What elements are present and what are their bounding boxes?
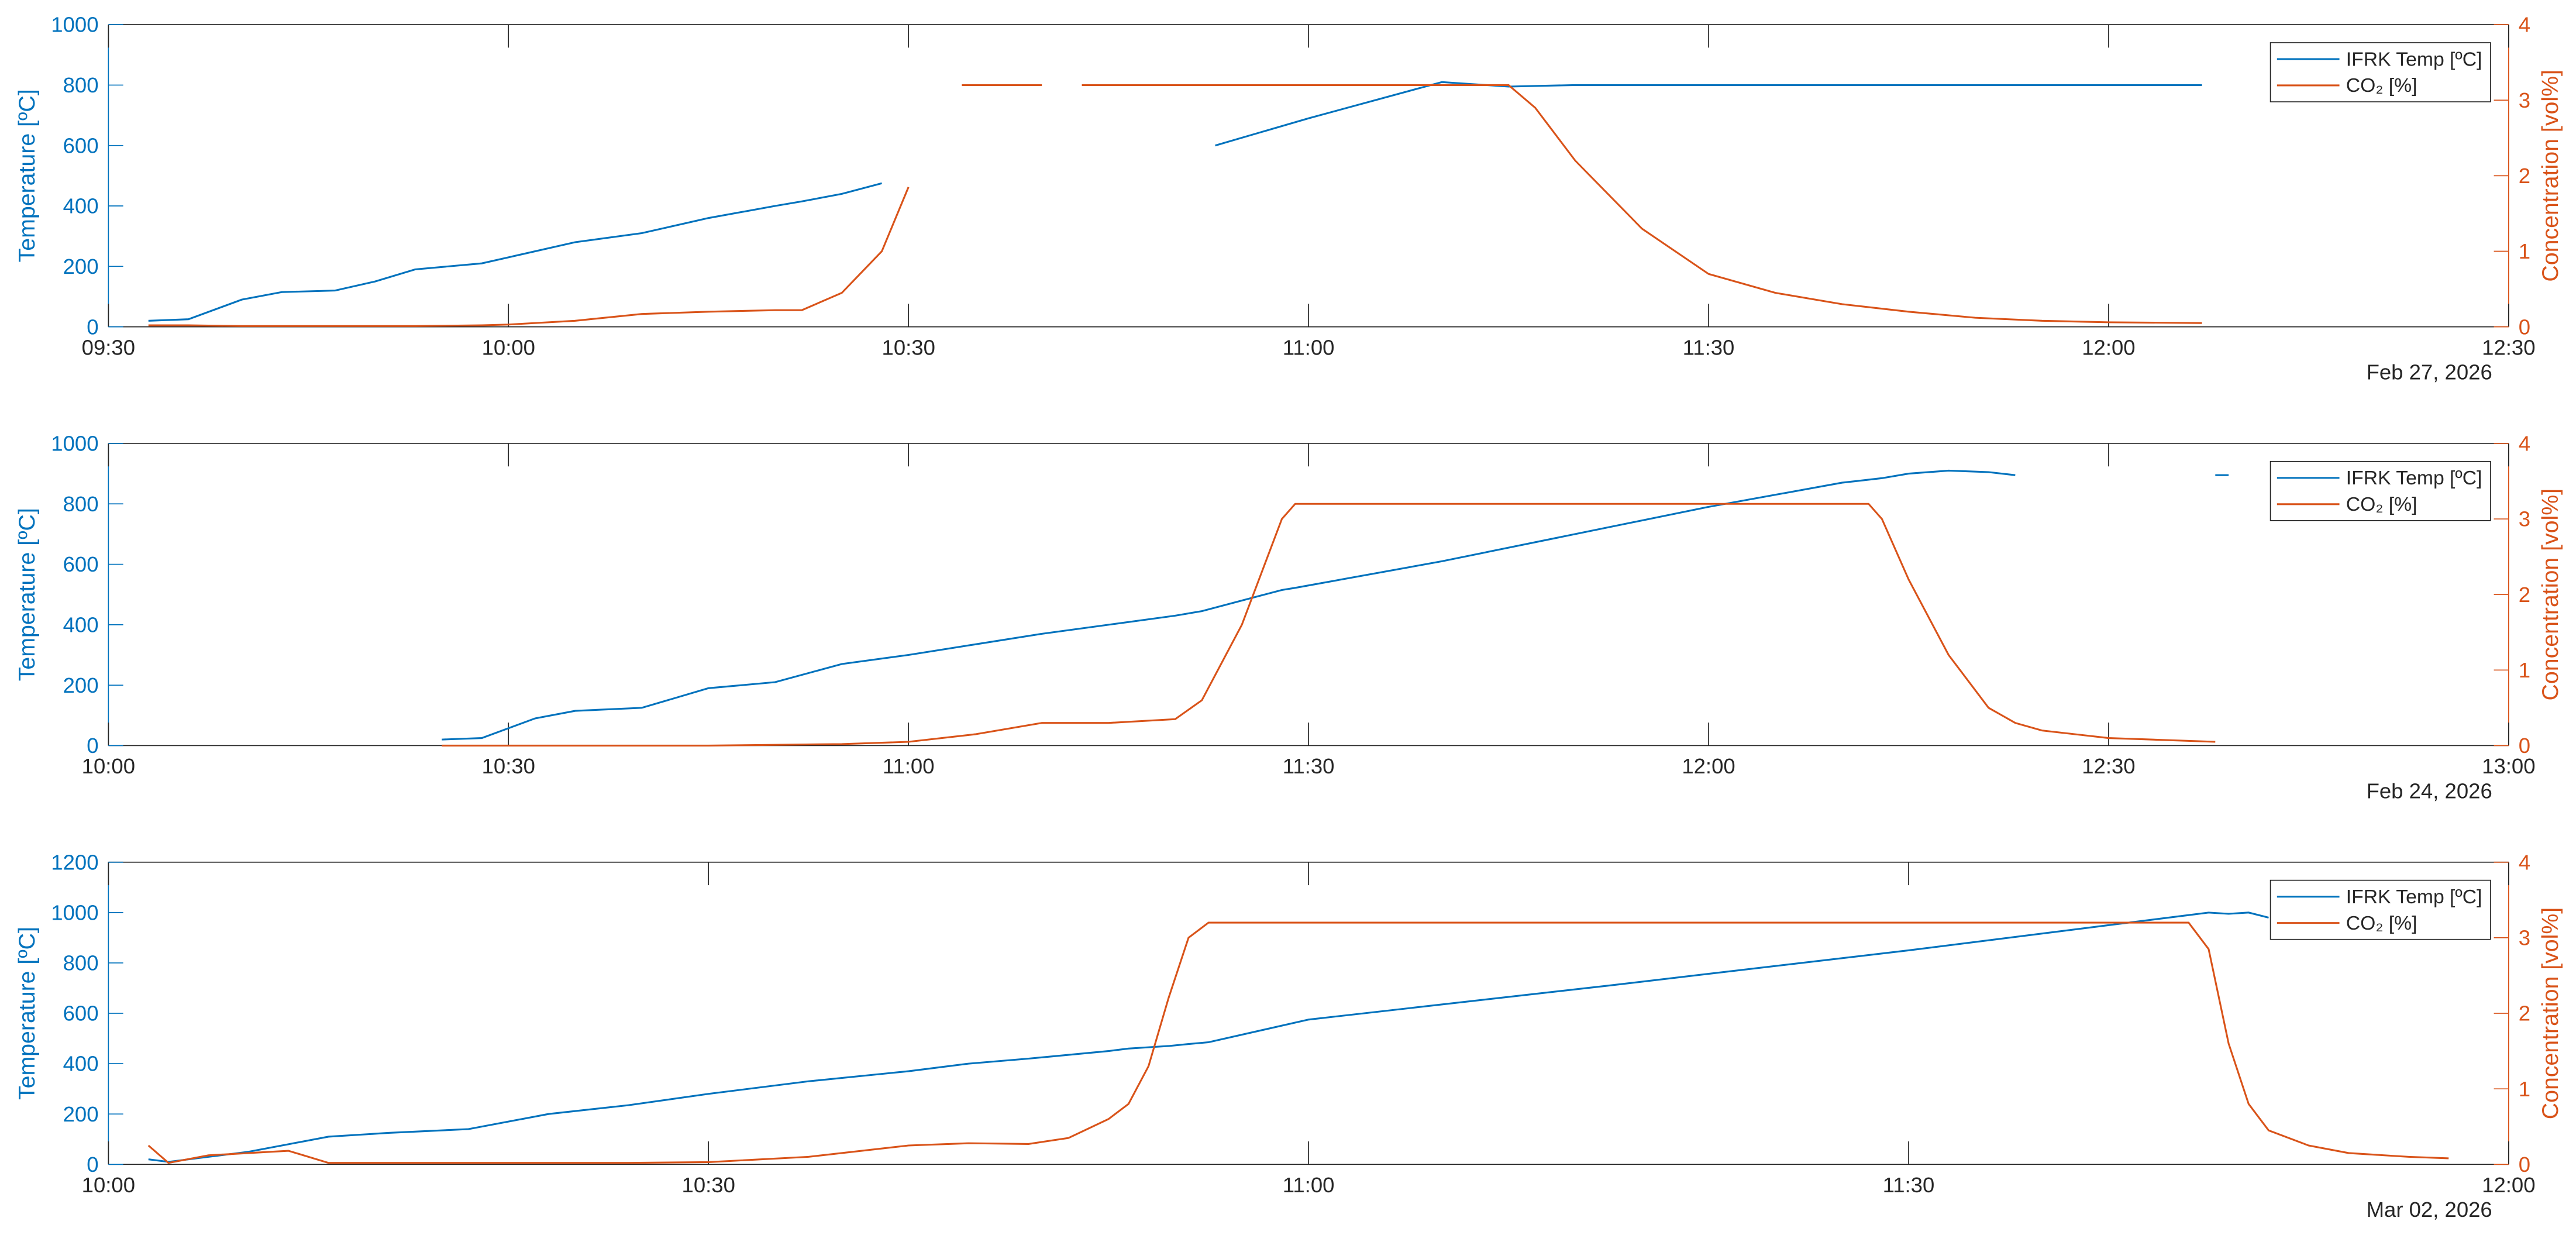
y2-tick-label: 0 — [2519, 734, 2530, 758]
x-tick-label: 09:30 — [82, 335, 135, 359]
y-tick-label: 1200 — [51, 850, 98, 874]
y-tick-label: 800 — [63, 951, 99, 975]
y2-tick-label: 4 — [2519, 850, 2530, 874]
x-tick-label: 10:30 — [882, 335, 935, 359]
y-tick-label: 200 — [63, 254, 99, 278]
y-axis-label: Temperature [ºC] — [14, 508, 40, 681]
y-tick-label: 0 — [87, 315, 98, 339]
y-tick-label: 400 — [63, 1052, 99, 1076]
y-tick-label: 800 — [63, 492, 99, 516]
date-label: Feb 27, 2026 — [2367, 360, 2492, 384]
y-tick-label: 1000 — [51, 13, 98, 37]
y2-axis-label: Concentration [vol%] — [2537, 489, 2563, 701]
legend-box — [2270, 460, 2491, 521]
legend-label: IFRK Temp [ºC] — [2346, 886, 2482, 908]
y2-tick-label: 0 — [2519, 315, 2530, 339]
x-tick-label: 10:30 — [482, 754, 535, 778]
legend-label: CO₂ [%] — [2346, 75, 2417, 97]
y2-tick-label: 1 — [2519, 1077, 2530, 1101]
y2-tick-label: 1 — [2519, 658, 2530, 682]
legend-label: IFRK Temp [ºC] — [2346, 467, 2482, 489]
x-tick-label: 11:00 — [1283, 1173, 1335, 1197]
y-tick-label: 0 — [87, 1153, 98, 1176]
y-tick-label: 600 — [63, 1002, 99, 1026]
legend-label: CO₂ [%] — [2346, 913, 2417, 934]
data-line — [147, 921, 2449, 1164]
y-tick-label: 200 — [63, 673, 99, 697]
legend-label: CO₂ [%] — [2346, 494, 2417, 515]
y2-axis-label: Concentration [vol%] — [2537, 70, 2563, 282]
data-line — [148, 84, 2202, 327]
y-tick-label: 200 — [63, 1102, 99, 1126]
y2-axis-label: Concentration [vol%] — [2537, 907, 2563, 1120]
date-label: Mar 02, 2026 — [2367, 1198, 2492, 1222]
x-tick-label: 12:00 — [1682, 754, 1735, 778]
y2-tick-label: 3 — [2519, 507, 2530, 531]
x-tick-label: 12:30 — [2082, 754, 2135, 778]
y2-tick-label: 3 — [2519, 926, 2530, 950]
data-line — [442, 469, 2229, 741]
data-line — [148, 81, 2202, 322]
legend-box — [2270, 879, 2491, 940]
x-tick-label: 12:00 — [2082, 335, 2135, 359]
data-line — [148, 911, 2269, 1163]
x-tick-label: 11:00 — [1283, 335, 1335, 359]
x-tick-label: 12:30 — [2482, 335, 2535, 359]
x-tick-label: 10:00 — [82, 1173, 135, 1197]
x-tick-label: 13:00 — [2482, 754, 2535, 778]
x-tick-label: 11:30 — [1883, 1173, 1935, 1197]
y-tick-label: 0 — [87, 734, 98, 758]
y-tick-label: 1000 — [51, 432, 98, 456]
y2-tick-label: 0 — [2519, 1153, 2530, 1176]
legend-box — [2270, 42, 2491, 102]
legend-label: IFRK Temp [ºC] — [2346, 49, 2482, 70]
y2-tick-label: 2 — [2519, 164, 2530, 188]
y2-tick-label: 2 — [2519, 1002, 2530, 1026]
y-tick-label: 600 — [63, 552, 99, 576]
x-tick-label: 12:00 — [2482, 1173, 2535, 1197]
y2-tick-label: 3 — [2519, 88, 2530, 112]
x-tick-label: 10:00 — [82, 754, 135, 778]
x-tick-label: 11:30 — [1683, 335, 1735, 359]
y2-tick-label: 4 — [2519, 432, 2530, 456]
date-label: Feb 24, 2026 — [2367, 779, 2492, 803]
y-tick-label: 1000 — [51, 900, 98, 924]
x-tick-label: 11:30 — [1283, 754, 1335, 778]
y-tick-label: 400 — [63, 613, 99, 637]
y2-tick-label: 2 — [2519, 583, 2530, 607]
data-line — [442, 503, 2216, 747]
y-axis-label: Temperature [ºC] — [14, 927, 40, 1100]
y-tick-label: 800 — [63, 73, 99, 97]
y2-tick-label: 4 — [2519, 13, 2530, 37]
y-axis-label: Temperature [ºC] — [14, 89, 40, 262]
y-tick-label: 400 — [63, 194, 99, 218]
y-tick-label: 600 — [63, 133, 99, 157]
x-tick-label: 10:30 — [682, 1173, 735, 1197]
x-tick-label: 11:00 — [883, 754, 935, 778]
y2-tick-label: 1 — [2519, 239, 2530, 263]
x-tick-label: 10:00 — [482, 335, 535, 359]
